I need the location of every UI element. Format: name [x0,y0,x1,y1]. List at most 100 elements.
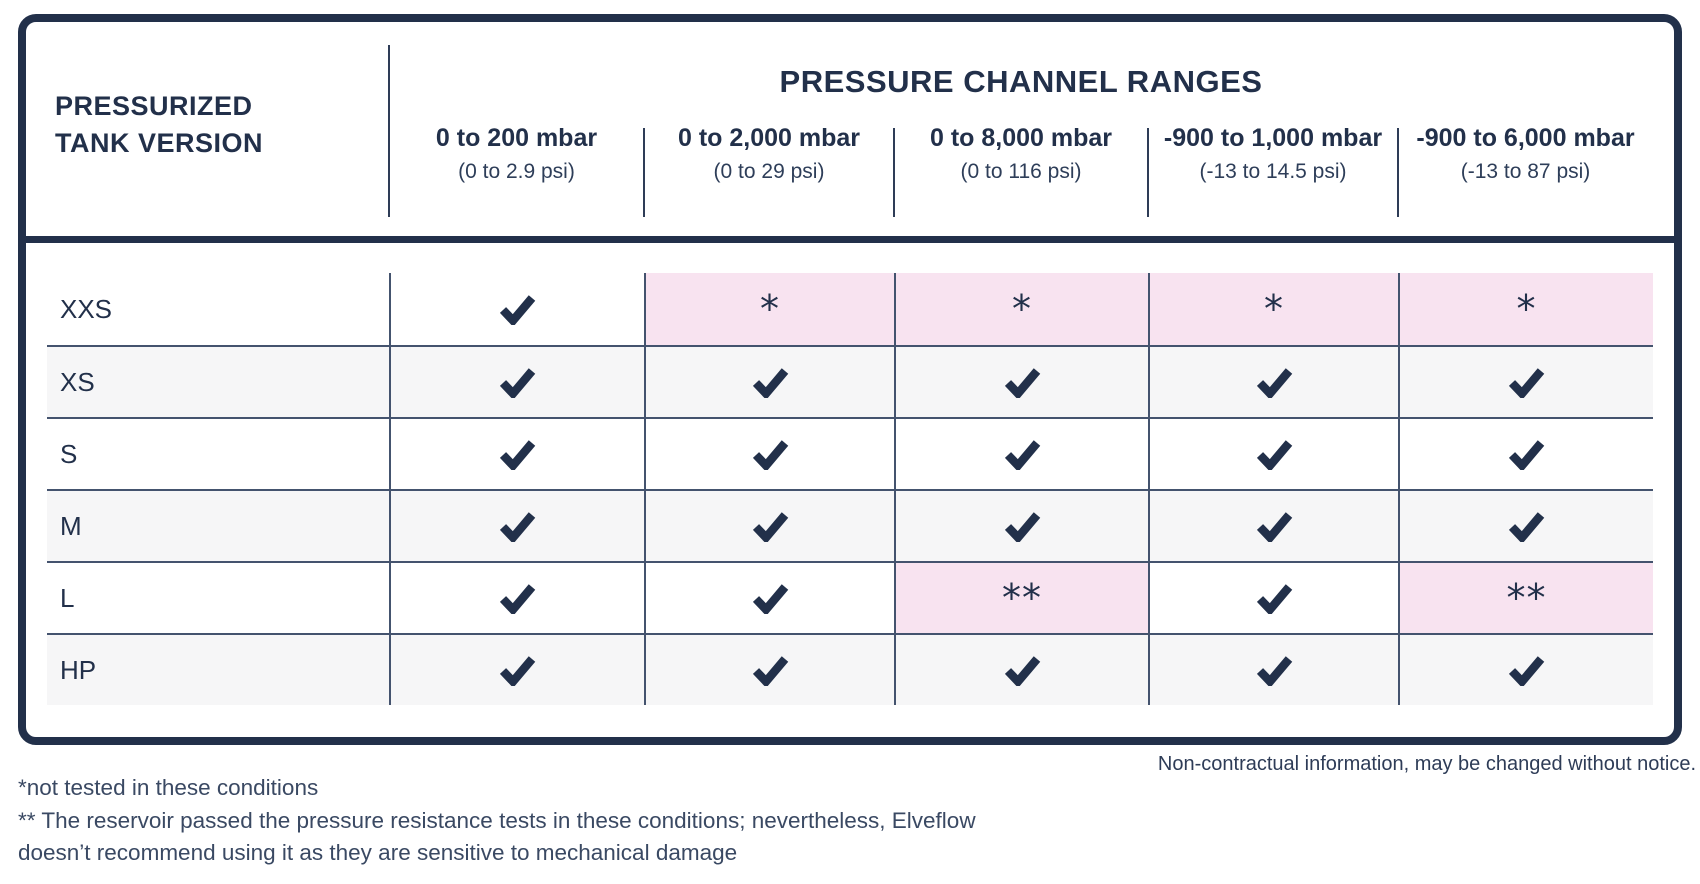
corner-title: PRESSURIZED TANK VERSION [55,88,263,162]
supported-cell [1398,347,1653,417]
check-icon [1508,439,1545,470]
caveat-cell: * [644,273,894,345]
check-icon [1256,583,1292,614]
column-divider [1147,128,1149,217]
row-label: XS [60,366,95,397]
table-row: L ** ** [47,561,1653,633]
supported-cell [894,491,1148,561]
asterisk-marker: * [1012,287,1032,331]
check-icon [499,655,536,686]
row-label: XXS [60,293,113,324]
table-header: PRESSURIZED TANK VERSION PRESSURE CHANNE… [26,22,1674,243]
check-icon [752,439,788,470]
column-divider [643,128,645,217]
column-header: -900 to 6,000 mbar (-13 to 87 psi) [1398,124,1653,184]
footnote-double-asterisk-line1: ** The reservoir passed the pressure res… [18,807,976,833]
check-icon [499,439,536,470]
caveat-cell: * [1148,273,1398,345]
asterisk-marker: * [760,287,780,331]
column-psi-label: (0 to 29 psi) [713,160,825,183]
supported-cell [389,273,644,345]
column-header: 0 to 2,000 mbar (0 to 29 psi) [644,124,894,184]
column-psi-label: (0 to 2.9 psi) [458,160,575,183]
supported-cell [644,491,894,561]
column-divider [1397,128,1399,217]
supported-cell [894,347,1148,417]
supported-cell [1148,491,1398,561]
caveat-cell: * [894,273,1148,345]
check-icon [752,511,788,542]
check-icon [1004,367,1040,398]
supported-cell [389,419,644,489]
table-row: S [47,417,1653,489]
row-label: S [60,438,78,469]
asterisk-marker: * [1516,287,1537,331]
pressure-range-table: PRESSURIZED TANK VERSION PRESSURE CHANNE… [18,14,1682,745]
supported-cell [644,419,894,489]
caveat-cell: * [1398,273,1653,345]
column-range-label: 0 to 8,000 mbar [929,124,1113,152]
column-range-label: 0 to 200 mbar [435,124,598,152]
corner-title-line2: TANK VERSION [55,128,264,158]
row-label: HP [60,654,97,685]
supported-cell [644,347,894,417]
supported-cell [1148,347,1398,417]
column-headers: 0 to 200 mbar (0 to 2.9 psi) 0 to 2,000 mb… [389,124,1653,184]
check-icon [752,367,788,398]
asterisk-marker: ** [1506,576,1547,620]
check-icon [1508,367,1545,398]
check-icon [1256,439,1292,470]
table-row: XS [47,345,1653,417]
table-body: XXS * * * * XS S M L ** ** HP [47,273,1653,705]
group-title: PRESSURE CHANNEL RANGES [779,64,1263,99]
column-header: -900 to 1,000 mbar (-13 to 14.5 psi) [1148,124,1398,184]
group-title-wrap: PRESSURE CHANNEL RANGES [389,64,1653,100]
footnotes: *not tested in these conditions ** The r… [18,772,976,870]
supported-cell [894,419,1148,489]
check-icon [499,511,536,542]
check-icon [752,655,788,686]
supported-cell [644,635,894,705]
column-range-label: -900 to 1,000 mbar [1163,124,1383,152]
check-icon [1256,655,1292,686]
check-icon [1004,655,1040,686]
column-psi-label: (-13 to 87 psi) [1460,160,1591,183]
corner-title-line1: PRESSURIZED [55,91,253,121]
check-icon [1004,511,1040,542]
column-divider [893,128,895,217]
asterisk-marker: * [1264,287,1284,331]
check-icon [499,367,536,398]
supported-cell [389,347,644,417]
supported-cell [894,635,1148,705]
table-row: HP [47,633,1653,705]
check-icon [499,583,536,614]
caveat-cell: ** [1398,563,1653,633]
footnote-single-asterisk: *not tested in these conditions [18,775,319,800]
supported-cell [1398,491,1653,561]
table-row: M [47,489,1653,561]
check-icon [1256,511,1292,542]
header-vertical-divider [388,45,390,217]
supported-cell [1148,635,1398,705]
check-icon [1004,439,1040,470]
check-icon [1508,511,1545,542]
column-header: 0 to 8,000 mbar (0 to 116 psi) [894,124,1148,184]
supported-cell [644,563,894,633]
supported-cell [389,491,644,561]
column-range-label: -900 to 6,000 mbar [1416,124,1635,152]
caveat-cell: ** [894,563,1148,633]
supported-cell [1398,419,1653,489]
non-contractual-note: Non-contractual information, may be chan… [1157,753,1696,775]
check-icon [1256,367,1292,398]
column-psi-label: (0 to 116 psi) [960,160,1082,183]
supported-cell [389,635,644,705]
column-header: 0 to 200 mbar (0 to 2.9 psi) [389,124,644,184]
check-icon [1508,655,1545,686]
footnote-double-asterisk-line2: doesn’t recommend using it as they are s… [18,840,738,865]
table-row: XXS * * * * [47,273,1653,345]
check-icon [499,294,536,325]
supported-cell [389,563,644,633]
supported-cell [1148,563,1398,633]
asterisk-marker: ** [1002,576,1042,620]
column-range-label: 0 to 2,000 mbar [677,124,861,152]
